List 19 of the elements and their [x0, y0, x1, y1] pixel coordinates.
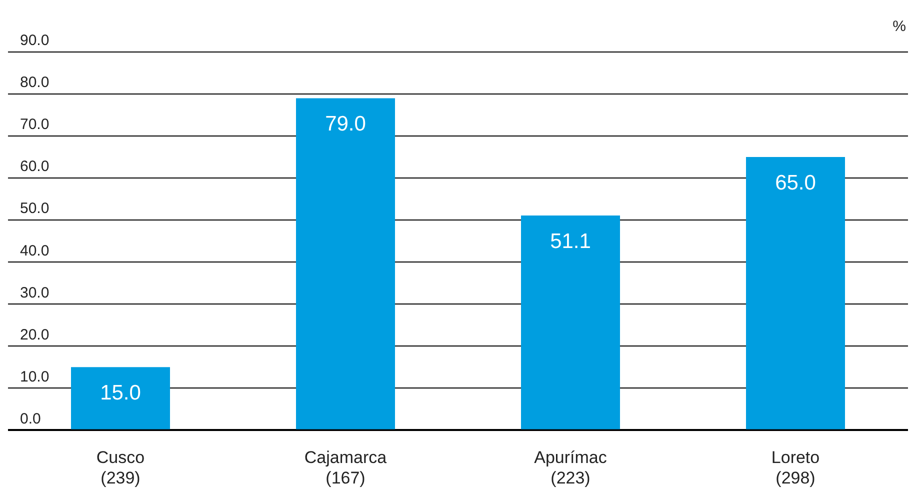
y-tick-label: 50.0 — [20, 200, 50, 218]
x-tick-label: Loreto (298) — [771, 448, 820, 488]
x-tick-label: Cajamarca (167) — [304, 448, 388, 488]
y-tick-label: 40.0 — [20, 242, 50, 260]
y-axis-title: % — [892, 18, 906, 36]
data-label: 15.0 — [100, 381, 141, 404]
data-label: 79.0 — [325, 112, 366, 136]
data-label: 65.0 — [775, 171, 816, 194]
data-label: 51.1 — [550, 230, 591, 253]
y-tick-label: 70.0 — [20, 116, 50, 134]
y-tick-label: 10.0 — [20, 368, 50, 386]
x-tick-label: Cusco (239) — [96, 448, 145, 488]
y-tick-label: 20.0 — [20, 326, 50, 344]
y-tick-label: 80.0 — [20, 74, 50, 92]
y-tick-label: 0.0 — [20, 410, 41, 428]
y-tick-label: 30.0 — [20, 284, 50, 302]
y-tick-label: 90.0 — [20, 32, 50, 50]
y-tick-label: 60.0 — [20, 158, 50, 176]
x-tick-label: Apurímac (223) — [534, 448, 608, 488]
